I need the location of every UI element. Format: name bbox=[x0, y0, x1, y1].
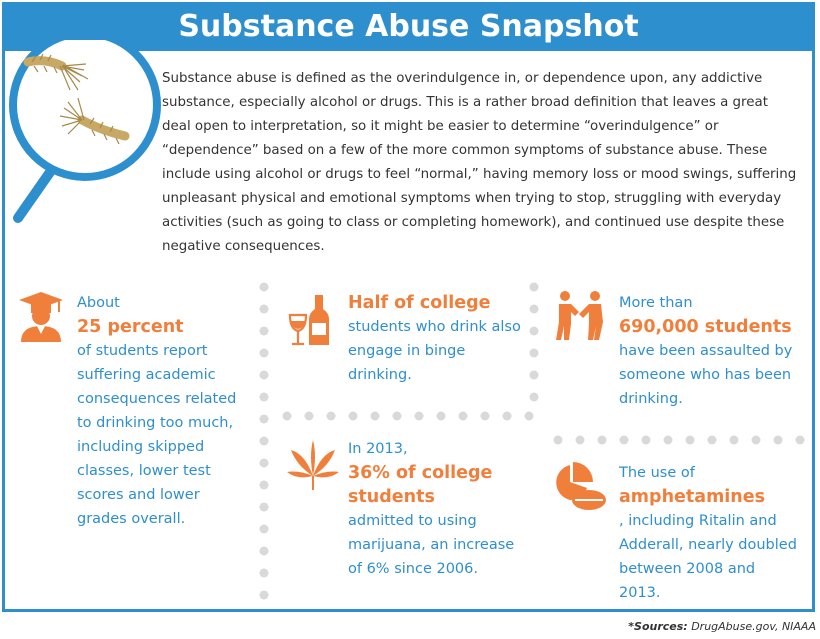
stat-binge-text: students who drink also engage in binge … bbox=[348, 319, 521, 383]
fighting-people-icon bbox=[556, 291, 603, 340]
stat-assault-pre: More than bbox=[619, 295, 693, 311]
stat-academic-highlight: 25 percent bbox=[77, 317, 184, 337]
dotted-divider-vertical-right bbox=[529, 282, 539, 402]
stat-marijuana-text: admitted to using marijuana, an increase… bbox=[348, 513, 515, 577]
stat-marijuana: In 2013, 36% of college students admitte… bbox=[348, 437, 520, 581]
stat-amphetamines-highlight: amphetamines bbox=[619, 487, 766, 507]
stat-assault-highlight: 690,000 students bbox=[619, 317, 792, 337]
stat-assault: More than 690,000 students have been ass… bbox=[619, 291, 799, 411]
sources-text: DrugAbuse.gov, NIAAA bbox=[687, 620, 816, 633]
stat-assault-text: have been assaulted by someone who has b… bbox=[619, 343, 793, 407]
stat-binge-highlight: Half of college bbox=[348, 293, 491, 313]
dotted-divider-horizontal-right bbox=[553, 435, 805, 445]
graduate-icon bbox=[19, 292, 63, 342]
dotted-divider-vertical-left bbox=[259, 282, 269, 600]
stat-academic-pre: About bbox=[77, 295, 120, 311]
wine-glass-bottle-icon bbox=[288, 295, 329, 346]
sources-note: *Sources: DrugAbuse.gov, NIAAA bbox=[628, 620, 816, 633]
sources-label: *Sources: bbox=[628, 620, 688, 633]
cannabis-leaf-icon bbox=[287, 440, 339, 490]
stat-academic-text: of students report suffering academic co… bbox=[77, 343, 237, 527]
dotted-divider-horizontal-middle bbox=[282, 411, 534, 421]
pills-icon bbox=[556, 462, 606, 510]
page-title: Substance Abuse Snapshot bbox=[2, 2, 815, 51]
intro-paragraph: Substance abuse is defined as the overin… bbox=[162, 71, 797, 254]
stat-amphetamines-text: , including Ritalin and Adderall, nearly… bbox=[619, 513, 797, 601]
stat-binge: Half of college students who drink also … bbox=[348, 291, 523, 387]
stat-amphetamines-pre: The use of bbox=[619, 465, 695, 481]
stat-academic: About 25 percent of students report suff… bbox=[77, 291, 252, 531]
stat-marijuana-pre: In 2013, bbox=[348, 441, 408, 457]
stat-amphetamines: The use of amphetamines , including Rita… bbox=[619, 461, 799, 605]
stat-marijuana-highlight: 36% of college students bbox=[348, 463, 493, 507]
magnifier-rope-icon bbox=[9, 40, 161, 223]
